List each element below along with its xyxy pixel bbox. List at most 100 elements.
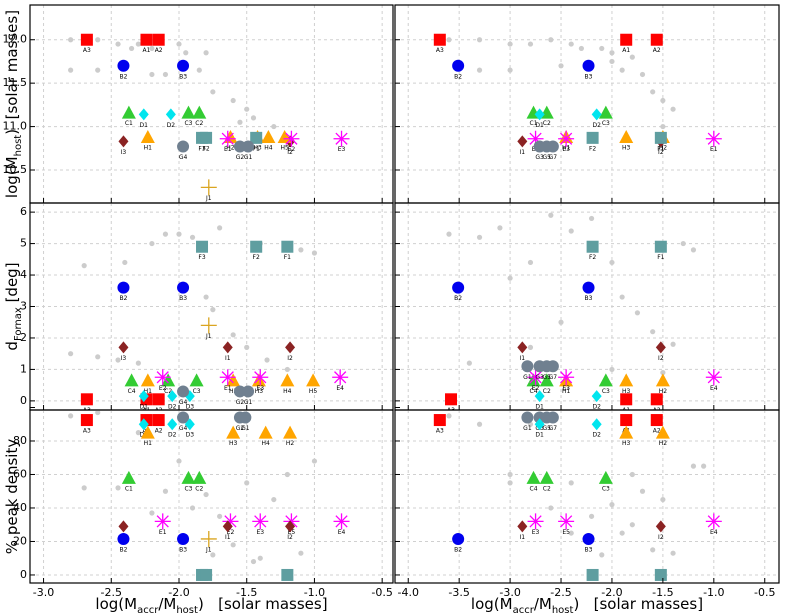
series: H1 H3 H2 <box>559 130 670 152</box>
point-label: A3 <box>83 428 91 435</box>
point <box>619 130 634 143</box>
point-label: G1 <box>523 374 532 381</box>
point <box>527 369 544 386</box>
series: H1 H3 H2 <box>559 373 670 395</box>
y-tick-label: 3 <box>20 300 27 313</box>
background-point <box>135 360 141 366</box>
point-label: A2 <box>155 428 163 435</box>
background-point <box>311 250 318 256</box>
background-point <box>446 413 452 419</box>
background-point <box>95 67 101 73</box>
plot-area: A3A1A2G1G3G5G7D1D2H3H2C4C2C3E3E5E4I1I2B2… <box>395 410 779 583</box>
point-label: G1 <box>244 154 253 161</box>
point <box>582 59 595 72</box>
background-point <box>527 344 534 350</box>
point-label: E5 <box>562 529 570 536</box>
series: C4 C2 C3 <box>526 470 613 492</box>
background-point <box>507 480 513 486</box>
background-point <box>548 37 554 43</box>
background-point <box>115 357 121 363</box>
background-point <box>135 430 141 436</box>
background-point <box>196 67 202 73</box>
point <box>251 373 266 387</box>
background-point <box>203 50 209 56</box>
point-label: B2 <box>454 73 462 80</box>
point-label: E3 <box>338 146 346 153</box>
background-point <box>237 119 243 125</box>
point-label: H3 <box>622 388 631 395</box>
point-label: G4 <box>179 154 188 161</box>
series: E1 E2 E3 <box>219 130 350 153</box>
point-label: H1 <box>144 145 153 152</box>
background-point <box>558 63 564 69</box>
point <box>452 281 465 294</box>
point <box>181 470 196 484</box>
x-tick-label: -2.0 <box>168 586 189 599</box>
point-label: B2 <box>119 295 127 302</box>
point <box>285 341 296 354</box>
y-tick-label: 60 <box>13 467 27 480</box>
point-label: D3 <box>186 404 195 411</box>
point <box>118 341 129 354</box>
y-tick-label: 11.5 <box>3 76 28 89</box>
y-tick-label: 6 <box>20 205 27 218</box>
series: I1 I2 <box>517 520 666 541</box>
background-point <box>507 471 513 478</box>
point-label: H2 <box>659 145 668 152</box>
background-point <box>446 231 452 237</box>
point <box>226 425 241 439</box>
x-tick-label: -4.0 <box>398 586 419 599</box>
background-point <box>680 240 686 247</box>
background-point <box>609 58 615 65</box>
y-tick-label: 10.5 <box>3 163 28 176</box>
point <box>582 532 595 545</box>
axis-label-part: log(M <box>3 156 21 198</box>
point <box>200 179 217 196</box>
point <box>655 341 666 354</box>
point <box>591 108 602 121</box>
axis-label: log(Maccr/Mhost) [solar masses] <box>95 595 327 614</box>
point-label: G7 <box>549 425 558 432</box>
background-point <box>568 228 574 234</box>
point <box>200 568 213 581</box>
background-point <box>701 463 707 469</box>
series: B2 B3 <box>117 59 190 80</box>
background-point <box>162 488 169 494</box>
point-label: A2 <box>653 47 661 54</box>
point-label: A3 <box>436 428 444 435</box>
point-label: J1 <box>205 546 212 553</box>
point-label: I2 <box>287 534 293 541</box>
point <box>705 130 722 147</box>
point <box>539 373 554 387</box>
x-tick-label: -3.0 <box>499 586 520 599</box>
point-label: D2 <box>168 432 177 439</box>
background-point <box>568 41 574 47</box>
point <box>620 414 633 427</box>
background-point <box>650 89 656 95</box>
series <box>446 413 707 558</box>
point <box>177 281 190 294</box>
axis-label: % peak density <box>3 439 21 555</box>
point <box>181 105 196 119</box>
x-tick-label: -1.5 <box>236 586 257 599</box>
point-label: F1 <box>253 145 260 152</box>
background-point <box>217 513 223 519</box>
x-tick-label: -2.5 <box>101 586 122 599</box>
background-point <box>176 41 182 47</box>
point <box>285 520 296 533</box>
series: B2 B3 <box>452 59 595 80</box>
axis-label-part: ) [solar masses] <box>3 10 21 135</box>
point <box>121 105 136 119</box>
point <box>333 513 350 530</box>
point <box>192 470 207 484</box>
point-label: I2 <box>287 149 293 156</box>
background-point <box>95 37 101 43</box>
point <box>619 425 634 439</box>
point <box>332 369 349 386</box>
axis-label-part: ) [solar masses] <box>198 595 328 613</box>
background-point <box>298 550 304 556</box>
point-label: I2 <box>658 149 664 156</box>
point <box>161 373 176 387</box>
point <box>539 470 554 484</box>
background-point <box>476 37 483 43</box>
